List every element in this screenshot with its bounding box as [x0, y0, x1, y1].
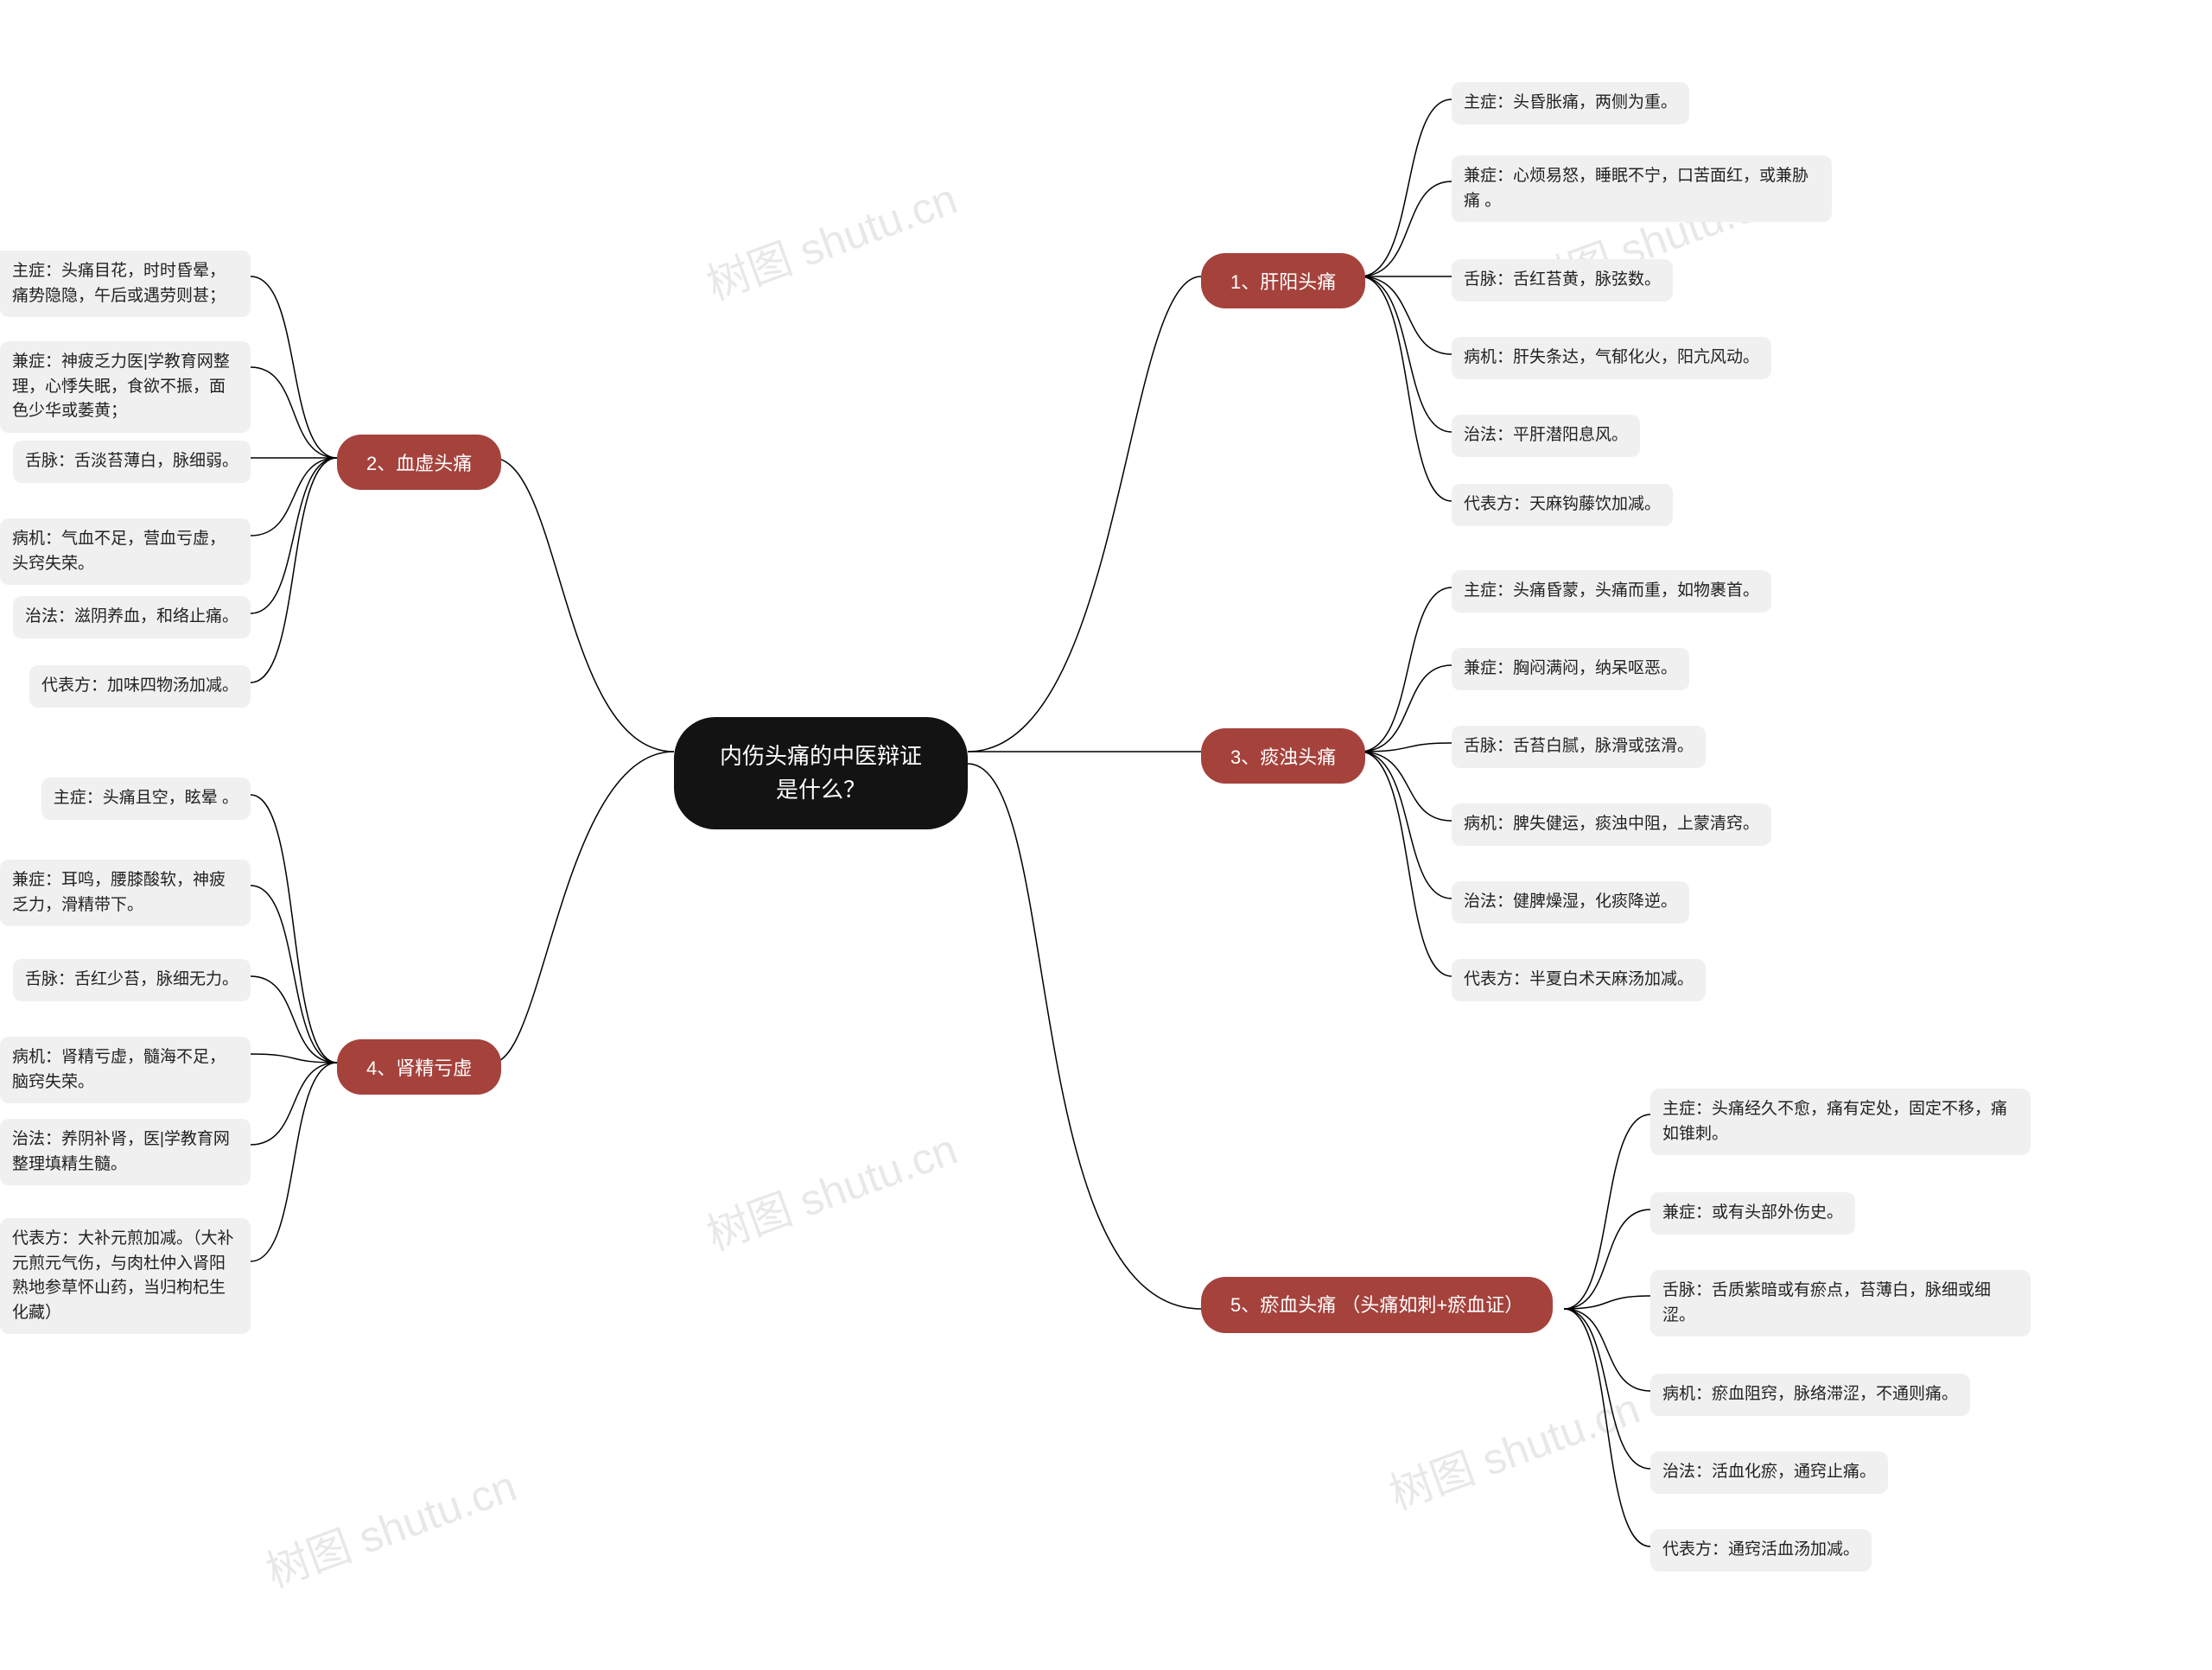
mindmap-canvas: 树图 shutu.cn 树图 shutu.cn 树图 shutu.cn 树图 s…	[0, 0, 2212, 1670]
leaf-node: 兼症：神疲乏力医|学教育网整理，心悸失眠，食欲不振，面色少华或萎黄；	[0, 341, 251, 433]
leaf-node: 代表方：天麻钩藤饮加减。	[1452, 484, 1673, 526]
leaf-node: 代表方：大补元煎加减。（大补元煎元气伤，与肉杜仲入肾阳 熟地参草怀山药，当归枸杞…	[0, 1218, 251, 1334]
branch-node-blood-stasis: 5、瘀血头痛 （头痛如刺+瘀血证）	[1201, 1277, 1553, 1333]
leaf-node: 代表方：半夏白术天麻汤加减。	[1452, 959, 1706, 1001]
leaf-node: 舌脉：舌苔白腻，脉滑或弦滑。	[1452, 726, 1706, 768]
leaf-node: 主症：头痛经久不愈，痛有定处，固定不移，痛如锥刺。	[1650, 1089, 2031, 1155]
branch-node-kidney-def: 4、肾精亏虚	[337, 1039, 501, 1095]
center-node: 内伤头痛的中医辩证是什么？	[674, 717, 968, 829]
leaf-node: 病机：脾失健运，痰浊中阻，上蒙清窍。	[1452, 803, 1771, 846]
leaf-node: 舌脉：舌质紫暗或有瘀点，苔薄白，脉细或细涩。	[1650, 1270, 2031, 1337]
leaf-node: 病机：气血不足，营血亏虚，头窍失荣。	[0, 518, 251, 585]
leaf-node: 治法：平肝潜阳息风。	[1452, 415, 1640, 457]
branch-node-liver-yang: 1、肝阳头痛	[1201, 253, 1365, 308]
leaf-node: 治法：健脾燥湿，化痰降逆。	[1452, 881, 1689, 924]
leaf-node: 兼症：胸闷满闷，纳呆呕恶。	[1452, 648, 1689, 690]
watermark: 树图 shutu.cn	[697, 164, 964, 312]
leaf-node: 代表方：通窍活血汤加减。	[1650, 1529, 1872, 1572]
leaf-node: 主症：头痛昏蒙，头痛而重，如物裹首。	[1452, 570, 1771, 613]
leaf-node: 兼症：耳鸣，腰膝酸软，神疲乏力，滑精带下。	[0, 860, 251, 926]
leaf-node: 主症：头痛且空，眩晕 。	[41, 778, 251, 820]
watermark: 树图 shutu.cn	[257, 1451, 524, 1599]
leaf-node: 代表方：加味四物汤加减。	[29, 665, 251, 708]
branch-node-phlegm: 3、痰浊头痛	[1201, 728, 1365, 784]
leaf-node: 舌脉：舌淡苔薄白，脉细弱。	[13, 441, 251, 483]
leaf-node: 主症：头痛目花，时时昏晕，痛势隐隐，午后或遇劳则甚；	[0, 251, 251, 317]
watermark: 树图 shutu.cn	[697, 1114, 964, 1262]
leaf-node: 治法：活血化瘀，通窍止痛。	[1650, 1451, 1888, 1494]
leaf-node: 治法：养阴补肾，医|学教育网整理填精生髓。	[0, 1119, 251, 1185]
leaf-node: 病机：肾精亏虚，髓海不足，脑窍失荣。	[0, 1037, 251, 1103]
watermark: 树图 shutu.cn	[1380, 1374, 1647, 1521]
connectors	[0, 0, 2212, 1670]
branch-node-blood-def: 2、血虚头痛	[337, 435, 501, 490]
leaf-node: 兼症：或有头部外伤史。	[1650, 1192, 1855, 1235]
leaf-node: 病机：瘀血阻窍，脉络滞涩，不通则痛。	[1650, 1374, 1970, 1416]
leaf-node: 治法：滋阴养血，和络止痛。	[13, 596, 251, 638]
leaf-node: 兼症：心烦易怒，睡眠不宁，口苦面红，或兼胁痛 。	[1452, 156, 1832, 222]
center-node-text: 内伤头痛的中医辩证是什么？	[720, 743, 922, 803]
leaf-node: 舌脉：舌红苔黄，脉弦数。	[1452, 259, 1673, 302]
leaf-node: 主症：头昏胀痛，两侧为重。	[1452, 82, 1689, 124]
leaf-node: 病机：肝失条达，气郁化火，阳亢风动。	[1452, 337, 1771, 379]
leaf-node: 舌脉：舌红少苔，脉细无力。	[13, 959, 251, 1001]
